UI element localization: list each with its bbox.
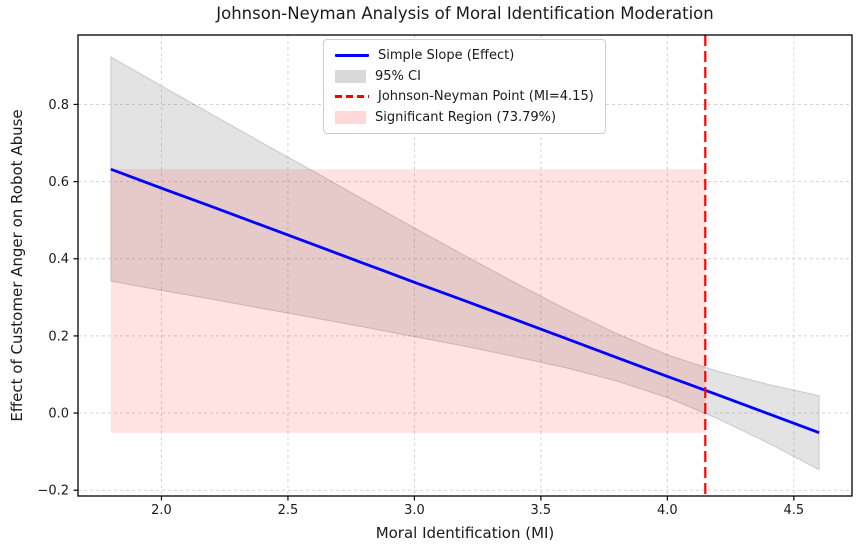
simple-slope-line bbox=[110, 167, 820, 435]
x-tick-label: 3.0 bbox=[404, 503, 425, 518]
x-tick-label: 4.5 bbox=[783, 503, 804, 518]
y-tick-label: 0.2 bbox=[48, 329, 69, 344]
legend-line-swatch bbox=[335, 54, 369, 58]
legend-patch-swatch bbox=[335, 69, 366, 83]
x-tick-label: 4.0 bbox=[657, 503, 678, 518]
significant-region bbox=[110, 169, 706, 433]
x-tick-label: 2.0 bbox=[151, 503, 172, 518]
y-tick-label: 0.4 bbox=[48, 252, 69, 267]
legend: Simple Slope (Effect) 95% CI Johnson-Neyma… bbox=[323, 39, 606, 134]
legend-patch-swatch bbox=[335, 110, 366, 124]
y-tick-label: −0.2 bbox=[37, 484, 69, 499]
x-axis-label: Moral Identification (MI) bbox=[375, 524, 555, 542]
y-tick-label: 0.6 bbox=[48, 175, 69, 190]
legend-item: 95% CI bbox=[335, 68, 594, 86]
x-tick-label: 2.5 bbox=[278, 503, 299, 518]
legend-dashed-line-swatch bbox=[335, 95, 369, 99]
plot-border bbox=[77, 34, 853, 497]
legend-label: Johnson-Neyman Point (MI=4.15) bbox=[378, 89, 594, 105]
x-tick-label: 3.5 bbox=[531, 503, 552, 518]
legend-item: Simple Slope (Effect) bbox=[335, 47, 594, 65]
legend-item: Significant Region (73.79%) bbox=[335, 109, 594, 127]
legend-item: Johnson-Neyman Point (MI=4.15) bbox=[335, 88, 594, 106]
y-axis-label: Effect of Customer Anger on Robot Abuse bbox=[8, 109, 26, 422]
legend-label: Significant Region (73.79%) bbox=[375, 109, 557, 125]
y-tick-label: 0.8 bbox=[48, 98, 69, 113]
y-tick-label: 0.0 bbox=[48, 407, 69, 422]
legend-label: Simple Slope (Effect) bbox=[378, 48, 515, 64]
chart-title: Johnson-Neyman Analysis of Moral Identif… bbox=[216, 4, 714, 23]
legend-label: 95% CI bbox=[375, 68, 421, 84]
